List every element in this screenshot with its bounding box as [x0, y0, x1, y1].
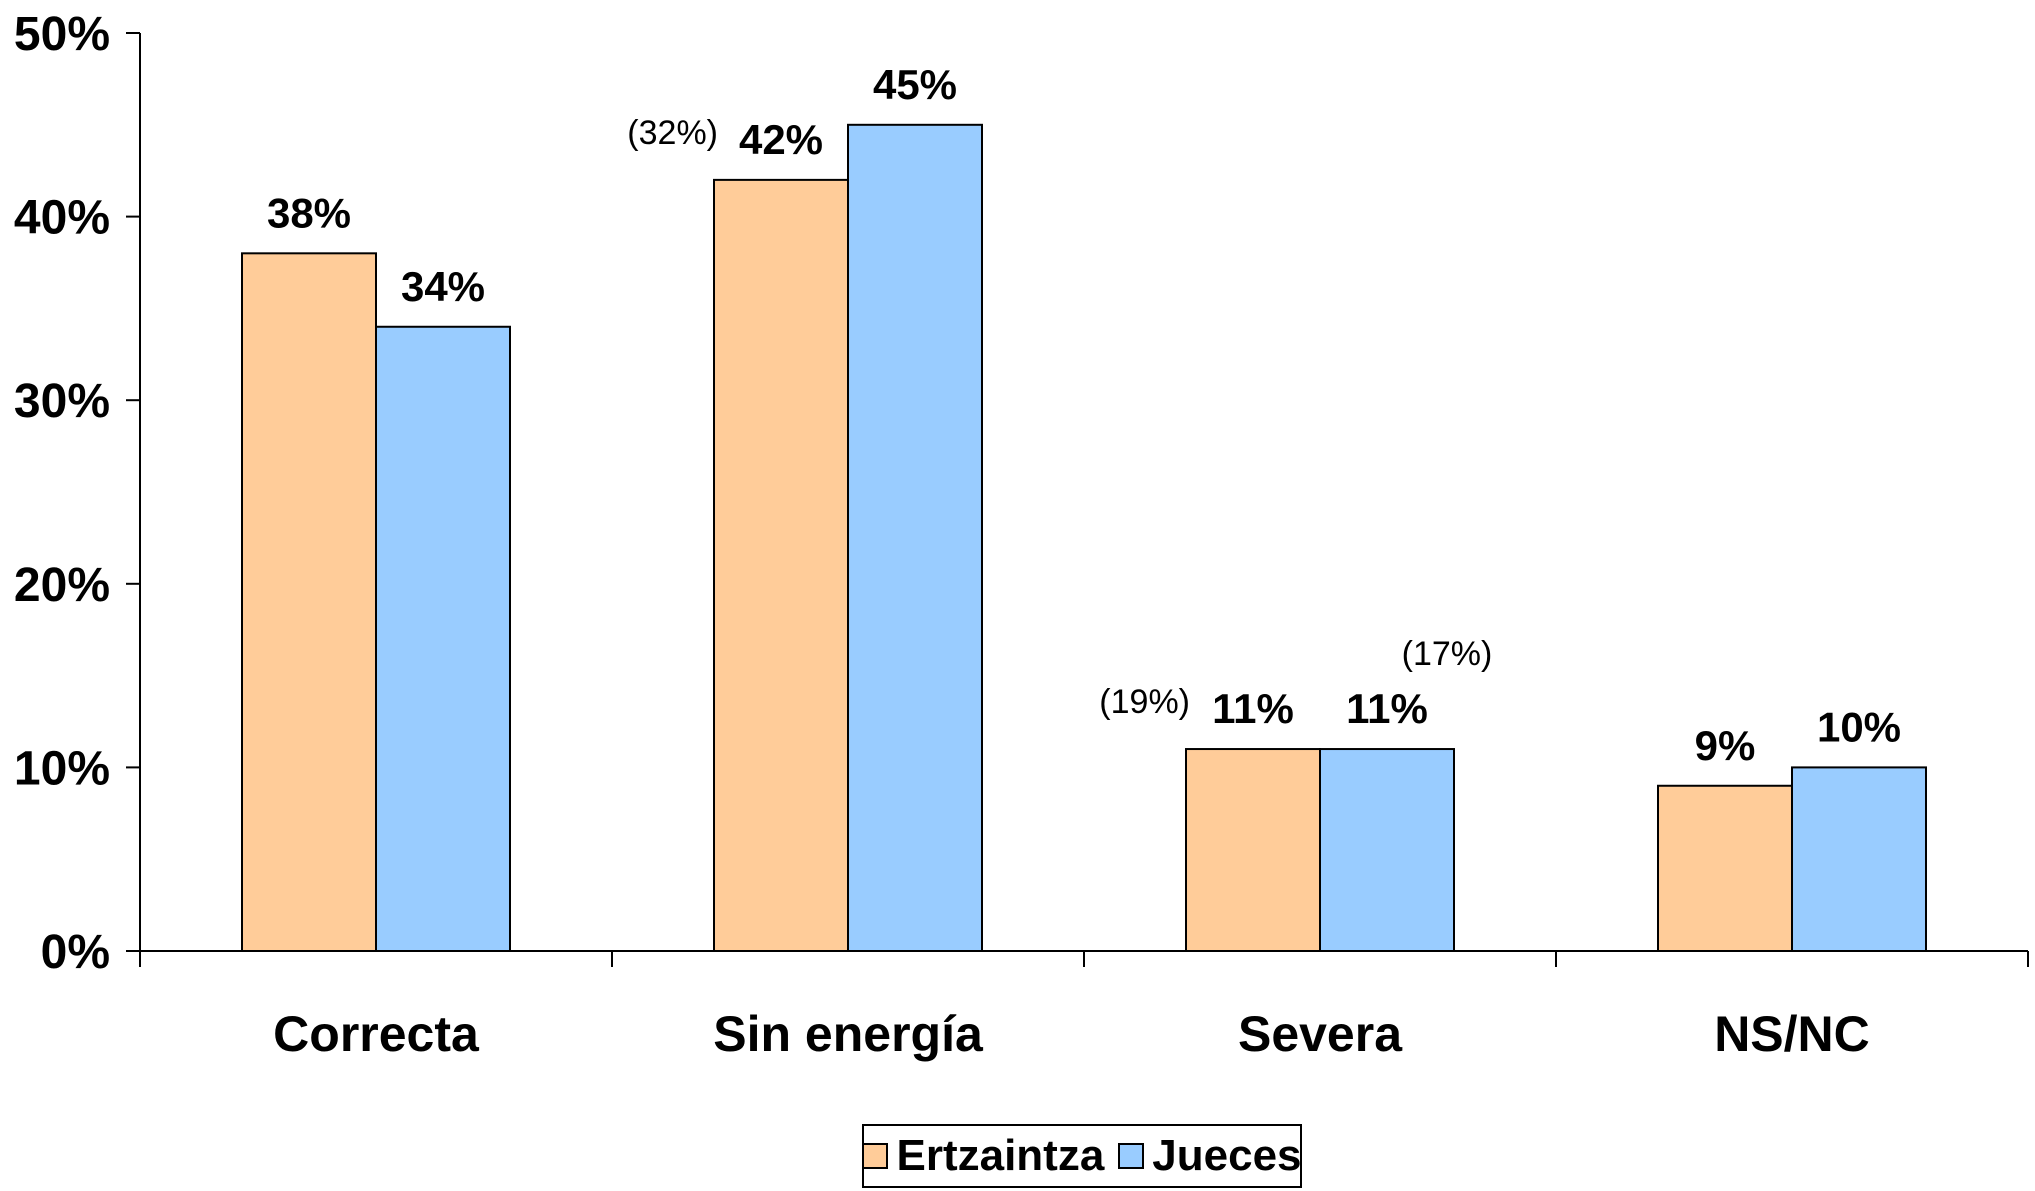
- bar-ertzaintza-2: [713, 178, 849, 952]
- value-label: 45%: [873, 61, 957, 108]
- value-label: 9%: [1695, 722, 1756, 769]
- legend: Ertzaintza Jueces: [862, 1124, 1302, 1188]
- value-label: 38%: [267, 189, 351, 236]
- y-tick-label: 0%: [41, 926, 110, 979]
- bar-jueces-1: [375, 325, 511, 952]
- value-label: 34%: [401, 263, 485, 310]
- category-label: Sin energía: [713, 1006, 984, 1062]
- legend-swatch-ertzaintza: [862, 1143, 889, 1169]
- value-labels: 38% 34% 42% 45% 11% 11% 9% 10% (32%) (19%) (17%): [267, 61, 1901, 769]
- legend-item-jueces: Jueces: [1118, 1131, 1302, 1181]
- legend-label-jueces: Jueces: [1152, 1131, 1302, 1180]
- bar-chart: 0% 10% 20% 30% 40% 50% Correcta Sin energía Sev…: [14, 8, 2029, 1062]
- bar-jueces-3: [1319, 748, 1455, 952]
- y-tick-label: 10%: [14, 742, 110, 795]
- y-axis: 0% 10% 20% 30% 40% 50%: [14, 8, 141, 979]
- annotation-label: (19%): [1099, 683, 1190, 721]
- bar-ertzaintza-1: [241, 252, 377, 952]
- x-axis: Correcta Sin energía Severa NS/NC: [139, 950, 2029, 1062]
- annotation-label: (32%): [627, 114, 718, 152]
- value-label: 11%: [1212, 685, 1294, 732]
- value-label: 42%: [739, 116, 823, 163]
- y-tick-label: 50%: [14, 8, 110, 61]
- annotation-label: (17%): [1402, 635, 1493, 673]
- legend-label-ertzaintza: Ertzaintza: [896, 1131, 1105, 1180]
- category-label: Correcta: [273, 1006, 480, 1062]
- y-tick-label: 30%: [14, 375, 110, 428]
- category-label: NS/NC: [1714, 1006, 1870, 1062]
- category-label: Severa: [1238, 1006, 1403, 1062]
- bars: [241, 123, 1927, 953]
- y-tick-label: 20%: [14, 559, 110, 612]
- bar-jueces-2: [847, 123, 983, 953]
- bar-ertzaintza-4: [1657, 784, 1793, 953]
- bar-ertzaintza-3: [1185, 748, 1321, 952]
- legend-swatch-jueces: [1118, 1143, 1145, 1169]
- y-tick-label: 40%: [14, 192, 110, 245]
- legend-item-ertzaintza: Ertzaintza: [862, 1131, 1104, 1181]
- bar-jueces-4: [1791, 766, 1927, 953]
- value-label: 10%: [1817, 703, 1901, 750]
- value-label: 11%: [1346, 685, 1428, 732]
